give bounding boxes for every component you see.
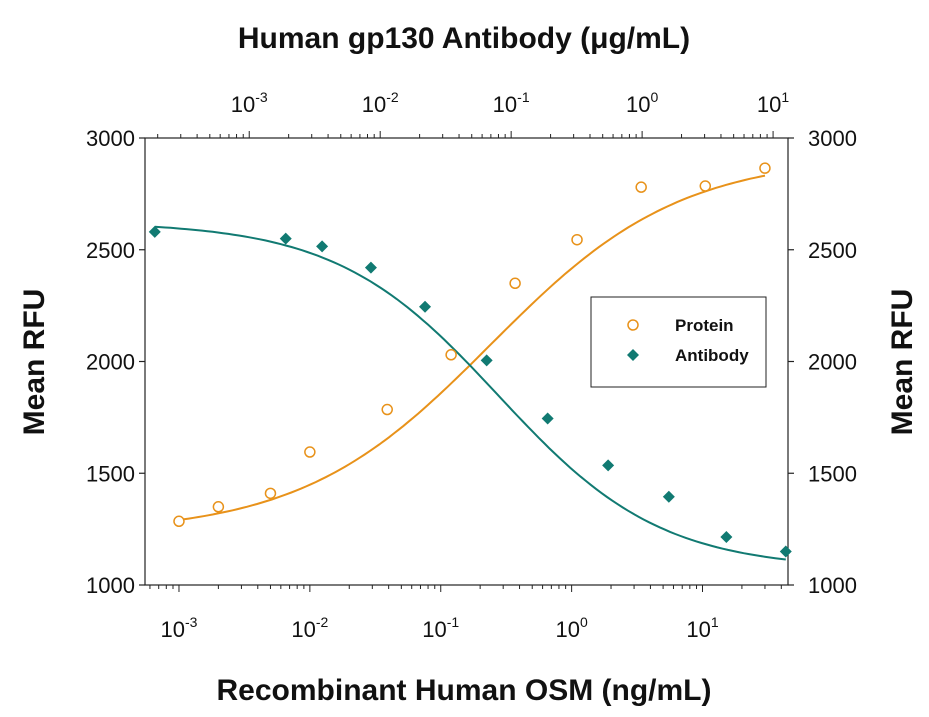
data-point-antibody <box>148 225 161 238</box>
legend-protein-label: Protein <box>675 316 734 335</box>
x-top-tick-label: 101 <box>757 89 789 117</box>
data-point-protein <box>759 162 771 174</box>
data-point-antibody <box>541 412 554 425</box>
x-bottom-tick-label: 101 <box>686 614 718 642</box>
x-bottom-ticks: 10-3 10-2 10-1 100 101 <box>161 614 719 642</box>
fit-curve-protein <box>178 174 766 521</box>
legend: Protein Antibody <box>590 296 767 388</box>
top-minor-ticks <box>157 131 774 138</box>
data-point-antibody <box>662 490 675 503</box>
data-point-protein <box>445 349 457 361</box>
x-bottom-tick-label: 100 <box>555 614 587 642</box>
y-tick-label-right: 2000 <box>808 350 857 375</box>
x-top-tick-label: 10-2 <box>362 89 399 117</box>
x-top-ticks: 10-3 10-2 10-1 100 101 <box>231 89 790 117</box>
y-tick-label-left: 1000 <box>86 573 135 598</box>
y-tick-label-left: 3000 <box>86 126 135 151</box>
data-point-antibody <box>602 459 615 472</box>
fit-curves <box>154 174 786 561</box>
data-point-protein <box>699 180 712 192</box>
y-tick-label-left: 2500 <box>86 238 135 263</box>
data-point-protein <box>571 233 583 246</box>
legend-box <box>590 296 767 388</box>
data-point-protein <box>304 446 316 458</box>
x-bottom-tick-label: 10-1 <box>422 614 459 642</box>
x-bottom-tick-label: 10-3 <box>161 614 198 642</box>
y-ticks: 1000 1000 1500 1500 2000 2000 2500 2500 3000 3000 <box>86 126 857 598</box>
data-point-protein <box>264 487 277 500</box>
top-axis-title: Human gp130 Antibody (μg/mL) <box>238 22 690 55</box>
x-bottom-tick-label: 10-2 <box>291 614 328 642</box>
data-point-antibody <box>419 300 432 313</box>
x-top-tick-label: 10-3 <box>231 89 268 117</box>
y-tick-label-right: 1000 <box>808 573 857 598</box>
data-point-antibody <box>316 240 329 253</box>
x-top-tick-label: 10-1 <box>493 89 530 117</box>
y-axis-title-left: Mean RFU <box>18 289 51 436</box>
legend-protein-marker <box>627 319 639 331</box>
y-tick-label-right: 3000 <box>808 126 857 151</box>
data-point-antibody <box>279 232 292 245</box>
data-point-antibody <box>720 530 733 543</box>
data-point-protein <box>635 181 647 193</box>
y-tick-label-right: 1500 <box>808 461 857 486</box>
legend-antibody-label: Antibody <box>675 346 749 365</box>
data-point-protein <box>509 277 521 290</box>
y-tick-label-left: 1500 <box>86 461 135 486</box>
y-tick-label-right: 2500 <box>808 238 857 263</box>
data-point-protein <box>173 515 185 528</box>
y-tick-label-left: 2000 <box>86 350 135 375</box>
data-point-antibody <box>779 545 792 558</box>
x-top-tick-label: 100 <box>626 89 658 117</box>
data-point-antibody <box>364 261 377 274</box>
bottom-minor-ticks <box>149 585 782 592</box>
data-point-protein <box>212 501 225 513</box>
data-point-protein <box>381 403 393 416</box>
fit-curve-antibody <box>154 225 786 561</box>
data-points <box>148 162 792 558</box>
x-axis-title: Recombinant Human OSM (ng/mL) <box>217 674 712 707</box>
data-point-antibody <box>480 354 493 367</box>
legend-antibody-marker <box>627 349 639 361</box>
y-axis-title-right: Mean RFU <box>886 289 919 436</box>
